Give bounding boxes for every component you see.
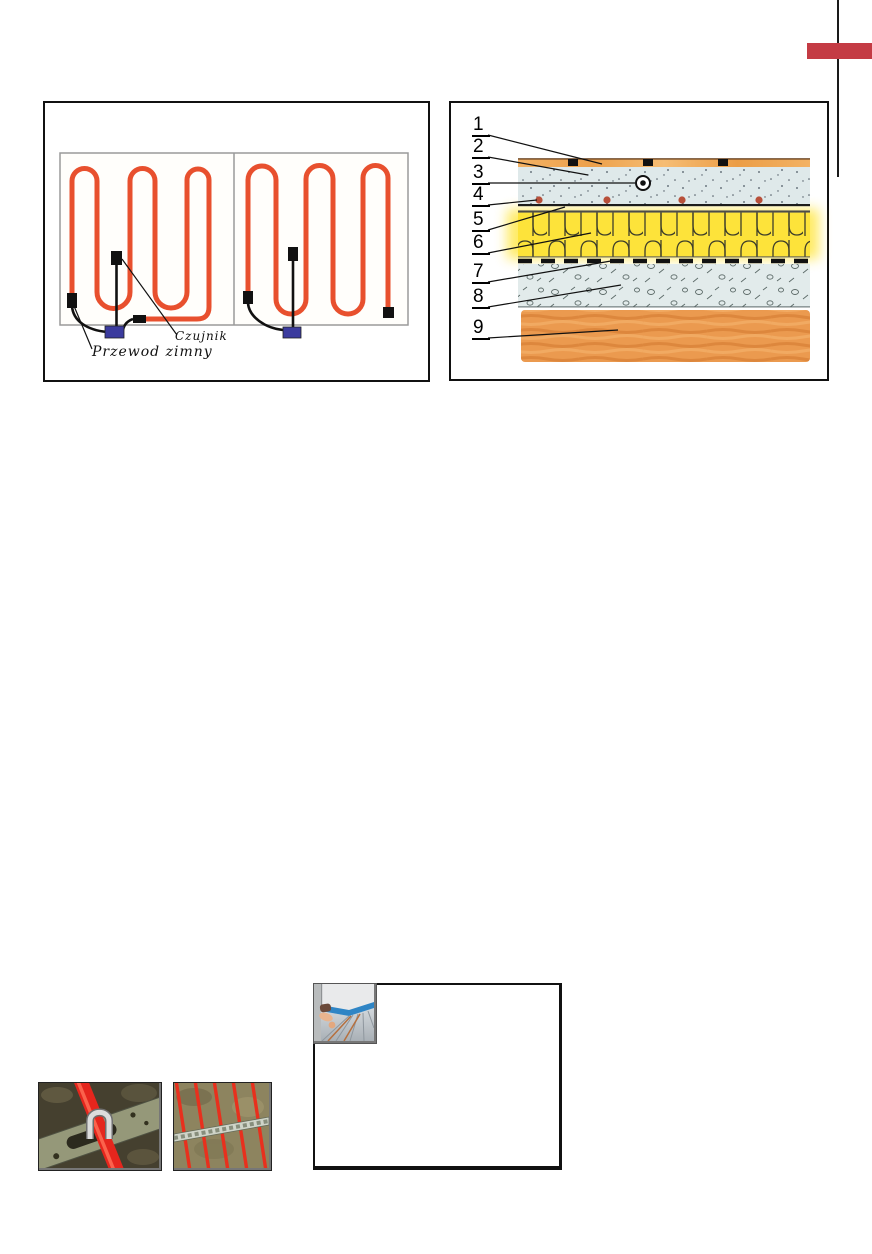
- photo2-art: [174, 1083, 270, 1170]
- fixing-dot: [535, 196, 543, 204]
- leader-lines: [487, 134, 635, 339]
- layer-number-7: 7: [472, 262, 490, 284]
- junction-box: [282, 326, 302, 339]
- cable-end-terminal: [133, 315, 146, 323]
- layer-number-5: 5: [472, 210, 490, 232]
- layer-number-6: 6: [472, 233, 490, 255]
- cable-layout-figure: Czujnik Przewod zimny: [43, 101, 430, 382]
- floor-sensor: [111, 251, 122, 265]
- cold-lead-label: Przewod zimny: [92, 344, 213, 360]
- photo1-art: [39, 1083, 161, 1170]
- heating-pipes: [327, 1013, 361, 1042]
- fixing-dot: [603, 196, 611, 204]
- fixing-dot: [678, 196, 686, 204]
- layer-number-4: 4: [472, 185, 490, 207]
- floor-plates-installation-photo: [313, 983, 377, 1044]
- layer-number-9: 9: [472, 318, 490, 340]
- layer-tiles: [518, 159, 810, 167]
- sensor-label: Czujnik: [175, 329, 228, 343]
- vertical-rule: [837, 0, 839, 177]
- installer-arm: [319, 1003, 336, 1029]
- tile-joint: [718, 159, 728, 166]
- layer-number-2: 2: [472, 137, 490, 159]
- cables-on-screed-photo: [173, 1082, 272, 1171]
- layer-number-8: 8: [472, 287, 490, 309]
- tile-joint: [568, 159, 578, 166]
- cable-end-terminal: [243, 291, 253, 304]
- cable-end-terminal: [67, 293, 77, 308]
- photo3-art: [314, 984, 375, 1042]
- heating-cable-right: [245, 163, 391, 317]
- cable-end-terminal: [383, 307, 394, 318]
- red-accent-bar: [807, 43, 872, 59]
- info-box: [313, 983, 562, 1170]
- cable-layout-drawing: [59, 152, 409, 350]
- floor-cross-section-figure: 1 2 3 4 5 6 7 8 9: [449, 101, 829, 381]
- cross-section-drawing: [487, 134, 810, 362]
- junction-box: [104, 325, 125, 339]
- floor-sensor: [288, 247, 298, 261]
- edge-strip: [321, 1002, 374, 1016]
- heating-cable-left: [69, 166, 212, 322]
- layer-number-1: 1: [472, 115, 490, 137]
- cable-in-fixing-strip-photo: [38, 1082, 162, 1171]
- layer-number-3: 3: [472, 163, 490, 185]
- floor-plates: [321, 1008, 374, 1041]
- fixing-dot: [755, 196, 763, 204]
- tile-joint: [643, 159, 653, 166]
